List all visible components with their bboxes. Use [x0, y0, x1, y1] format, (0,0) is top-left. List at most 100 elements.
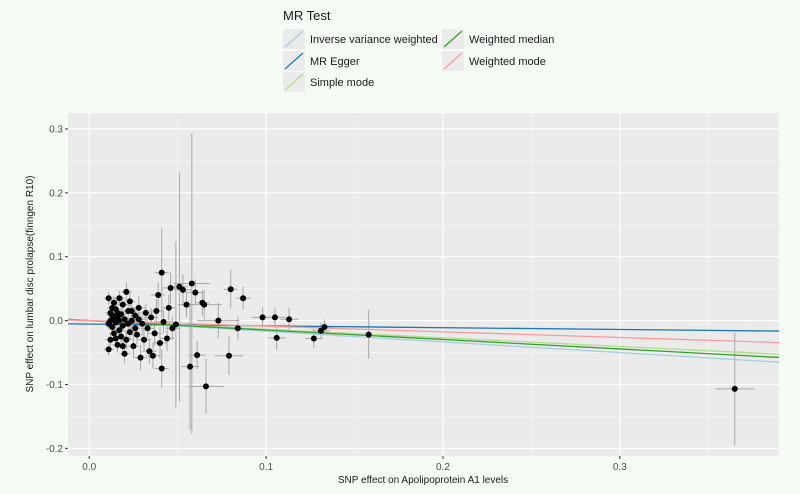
- data-point: [137, 354, 144, 361]
- data-point: [310, 335, 317, 342]
- y-tick-label: 0.0: [49, 316, 63, 327]
- data-points: [105, 269, 738, 392]
- data-point: [109, 304, 116, 311]
- data-point: [116, 317, 123, 324]
- data-point: [148, 314, 155, 321]
- data-point: [116, 295, 123, 302]
- data-point: [158, 269, 165, 276]
- legend-key-line: [284, 30, 304, 48]
- x-tick-label: 0.2: [436, 462, 450, 473]
- data-point: [125, 320, 132, 327]
- data-point: [240, 295, 247, 302]
- data-point: [107, 309, 114, 316]
- legend-label: Weighted median: [469, 34, 554, 46]
- data-point: [135, 316, 142, 323]
- data-point: [116, 327, 123, 334]
- data-point: [183, 301, 190, 308]
- data-point: [144, 325, 151, 332]
- data-point: [731, 385, 738, 392]
- grid-major: [68, 113, 779, 456]
- data-point: [133, 331, 140, 338]
- y-tick-label: 0.2: [49, 188, 63, 199]
- data-point: [176, 283, 183, 290]
- data-point: [121, 350, 128, 357]
- legend-key-line: [443, 52, 463, 70]
- y-tick-label: 0.1: [49, 252, 63, 263]
- data-point: [110, 330, 117, 337]
- x-tick-label: 0.3: [613, 462, 627, 473]
- x-tick-label: 0.1: [259, 462, 273, 473]
- legend: MR Test Inverse variance weighted MR Egge…: [283, 8, 554, 92]
- legend-key-line: [443, 30, 463, 48]
- data-point: [169, 325, 176, 332]
- data-point: [123, 288, 130, 295]
- data-point: [286, 316, 293, 323]
- data-point: [149, 352, 156, 359]
- data-point: [130, 343, 137, 350]
- axis-ticks: 0.0 0.1 0.2 0.3 -0.2 -0.1 0.0 0.1 0.2 0.3: [46, 124, 627, 473]
- data-point: [158, 365, 165, 372]
- legend-key-line: [284, 73, 304, 91]
- data-point: [107, 336, 114, 343]
- legend-key-line: [284, 52, 304, 70]
- data-point: [105, 295, 112, 302]
- data-point: [132, 325, 139, 332]
- data-point: [141, 336, 148, 343]
- data-point: [365, 331, 372, 338]
- data-point: [118, 333, 125, 340]
- y-axis-title: SNP effect on lumbar disc prolapse(finng…: [25, 176, 36, 393]
- data-point: [105, 320, 112, 327]
- legend-title: MR Test: [283, 8, 331, 23]
- data-point: [259, 314, 266, 321]
- data-point: [110, 299, 117, 306]
- data-point: [114, 341, 121, 348]
- legend-label: Weighted mode: [469, 56, 546, 68]
- data-point: [156, 339, 163, 346]
- data-point: [202, 383, 209, 390]
- y-tick-label: -0.1: [46, 380, 64, 391]
- legend-label: Simple mode: [310, 77, 374, 89]
- data-point: [110, 316, 117, 323]
- data-point: [119, 301, 126, 308]
- legend-label: MR Egger: [310, 56, 360, 68]
- data-point: [225, 352, 232, 359]
- data-point: [234, 325, 241, 332]
- data-point: [146, 348, 153, 355]
- legend-label: Inverse variance weighted: [310, 34, 438, 46]
- data-point: [155, 292, 162, 299]
- data-point: [121, 316, 128, 323]
- data-point: [126, 329, 133, 336]
- data-point: [123, 336, 130, 343]
- data-point: [227, 286, 234, 293]
- x-tick-label: 0.0: [82, 462, 96, 473]
- fit-lines: [67, 318, 780, 363]
- data-point: [105, 346, 112, 353]
- data-point: [317, 327, 324, 334]
- data-point: [119, 322, 126, 329]
- data-point: [188, 280, 195, 287]
- data-point: [199, 299, 206, 306]
- data-point: [167, 285, 174, 292]
- fit-line-weighted-median: [67, 318, 780, 359]
- plot-panel: [68, 113, 779, 456]
- x-axis-title: SNP effect on Apolipoprotein A1 levels: [338, 475, 508, 486]
- data-point: [215, 317, 222, 324]
- data-point: [192, 289, 199, 296]
- data-point: [151, 330, 158, 337]
- data-point: [132, 312, 139, 319]
- y-tick-label: 0.3: [49, 124, 63, 135]
- data-point: [273, 334, 280, 341]
- data-point: [114, 309, 121, 316]
- data-point: [128, 308, 135, 315]
- fit-line-weighted-mode: [67, 319, 780, 344]
- data-point: [271, 314, 278, 321]
- data-point: [194, 352, 201, 359]
- data-point: [119, 343, 126, 350]
- data-point: [160, 318, 167, 325]
- data-point: [153, 308, 160, 315]
- data-point: [135, 304, 142, 311]
- data-point: [187, 363, 194, 370]
- data-point: [321, 323, 328, 330]
- data-point: [112, 335, 119, 342]
